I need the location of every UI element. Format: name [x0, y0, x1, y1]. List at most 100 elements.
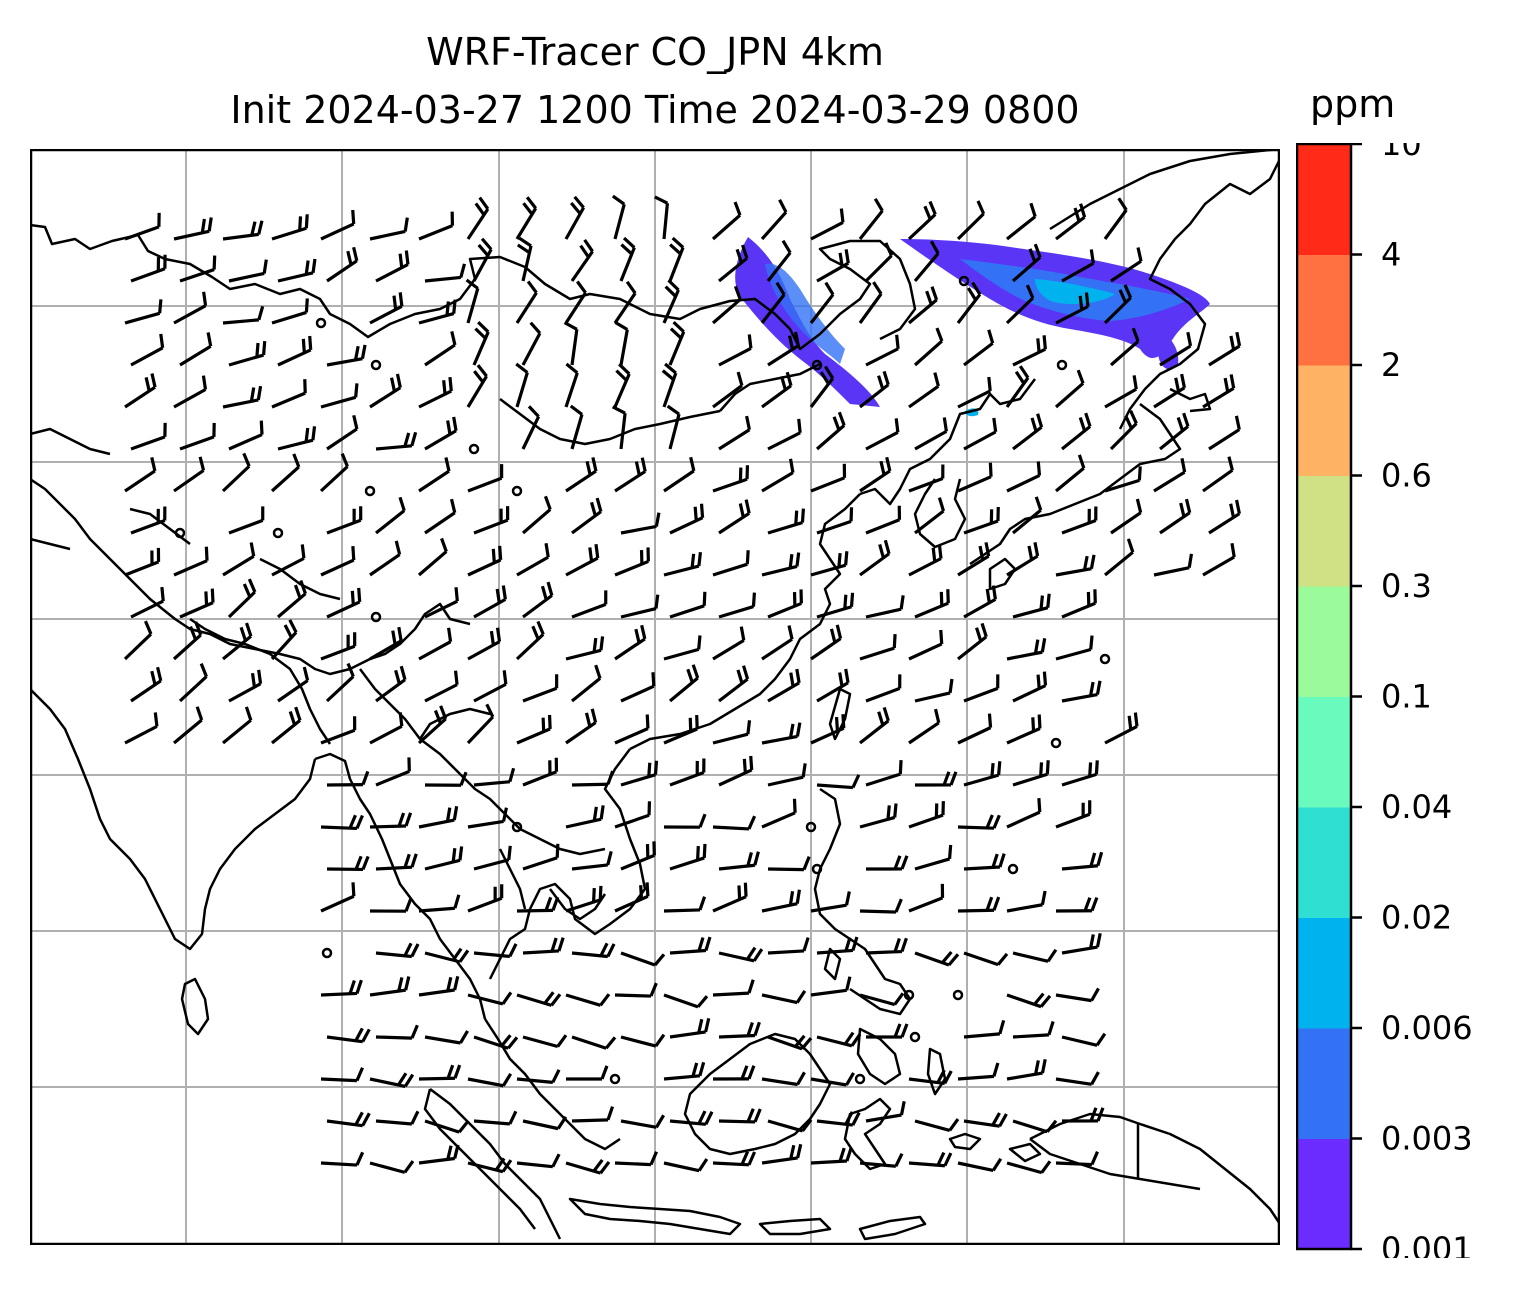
wind-barb — [1061, 506, 1098, 535]
wind-barb — [859, 456, 892, 493]
wind-barb — [173, 291, 208, 325]
wind-barb — [859, 539, 891, 577]
wind-barb — [515, 196, 538, 240]
wind-barb — [761, 990, 807, 1005]
wind-barb — [907, 200, 937, 241]
wind-barb — [712, 550, 750, 577]
wind-barb — [761, 798, 797, 829]
wind-barb — [375, 250, 410, 283]
wind-barb — [1202, 542, 1236, 577]
wind-barb — [1055, 987, 1100, 1003]
wind-barb — [963, 1112, 1008, 1128]
colorbar-unit: ppm — [1310, 82, 1396, 126]
wind-barb — [319, 452, 349, 493]
wind-barb — [614, 882, 650, 913]
wind-barb — [865, 674, 902, 703]
wind-barb — [767, 763, 807, 787]
wind-barb — [418, 627, 453, 661]
wind-barb — [1060, 412, 1092, 451]
wind-barb — [222, 305, 265, 325]
wind-barb — [1012, 1119, 1058, 1134]
wind-barb — [810, 714, 846, 745]
wind-barb — [467, 807, 508, 829]
wind-barb — [816, 1111, 861, 1127]
wind-barb — [963, 585, 997, 619]
wind-barb — [516, 896, 560, 913]
wind-barb — [375, 665, 407, 703]
wind-barb — [865, 595, 905, 619]
wind-barb — [571, 850, 613, 871]
wind-barb — [712, 979, 755, 997]
wind-barb — [516, 991, 562, 1007]
wind-barb — [228, 669, 263, 703]
wind-barb — [712, 815, 757, 831]
wind-barb — [563, 321, 579, 366]
wind-barb — [326, 506, 363, 535]
wind-barb — [963, 506, 1000, 535]
wind-barb — [1104, 375, 1138, 409]
wind-barb — [1061, 1032, 1107, 1047]
wind-barb — [130, 586, 165, 619]
wind-barb — [320, 882, 356, 913]
wind-barb — [957, 462, 993, 493]
wind-barb — [564, 280, 587, 324]
wind-barb — [473, 585, 507, 619]
wind-barb — [810, 551, 849, 577]
wind-barb — [467, 884, 504, 913]
wind-barb — [1055, 1151, 1099, 1167]
colorbar-tick-label: 2 — [1381, 346, 1401, 384]
calm-wind-marker — [958, 275, 970, 287]
wind-barb — [613, 280, 637, 324]
wind-barb — [1012, 413, 1044, 451]
wind-barb — [1006, 798, 1042, 829]
wind-barb — [907, 286, 939, 325]
wind-barb — [914, 1118, 960, 1132]
wind-barb — [320, 546, 356, 577]
wind-barb — [369, 1072, 415, 1088]
wind-barb — [1104, 466, 1142, 493]
wind-barb — [865, 418, 900, 451]
wind-barb — [1005, 284, 1035, 325]
calm-wind-marker — [811, 359, 823, 371]
wind-barb — [565, 1158, 611, 1175]
wind-barb — [571, 497, 603, 535]
wind-barb — [1012, 335, 1047, 367]
colorbar-ticks: 0.001 0.003 0.006 0.02 0.04 0.1 0.3 0.6 2 4 10 — [1351, 143, 1473, 1258]
wind-barb — [810, 1072, 855, 1087]
map-gridlines — [30, 149, 1280, 1245]
wind-barb — [908, 708, 941, 745]
wind-barb — [761, 552, 801, 577]
wind-barb — [417, 537, 448, 577]
wind-barb — [124, 456, 157, 493]
wind-barb — [369, 897, 413, 913]
wind-barb — [865, 855, 909, 871]
wind-barb — [614, 982, 658, 998]
wind-barb — [663, 813, 707, 829]
tracer-plume — [735, 237, 1210, 417]
wind-barb — [227, 578, 257, 619]
wind-barb — [712, 465, 750, 493]
wind-barb — [515, 620, 545, 661]
wind-barb — [228, 420, 264, 451]
wind-barb — [718, 592, 757, 619]
wind-barb — [809, 365, 835, 408]
wind-barb — [865, 937, 908, 955]
wind-barb — [473, 670, 508, 703]
colorbar-tick-label: 0.001 — [1381, 1230, 1473, 1258]
wind-barb — [1055, 554, 1096, 577]
wind-barb — [522, 581, 554, 619]
wind-barb — [179, 588, 215, 619]
wind-barb — [130, 254, 167, 283]
wind-barb — [957, 376, 992, 409]
wind-barb — [515, 362, 529, 408]
wind-barb — [571, 1035, 617, 1050]
wind-barb — [620, 1033, 666, 1048]
wind-barb — [1109, 327, 1140, 367]
wind-barb — [761, 458, 795, 493]
calm-wind-marker — [468, 443, 480, 455]
colorbar-band — [1297, 254, 1351, 366]
wind-barb — [1006, 638, 1047, 661]
wind-barb — [1202, 374, 1236, 409]
wind-barb — [123, 620, 153, 661]
wind-barb — [473, 767, 516, 787]
